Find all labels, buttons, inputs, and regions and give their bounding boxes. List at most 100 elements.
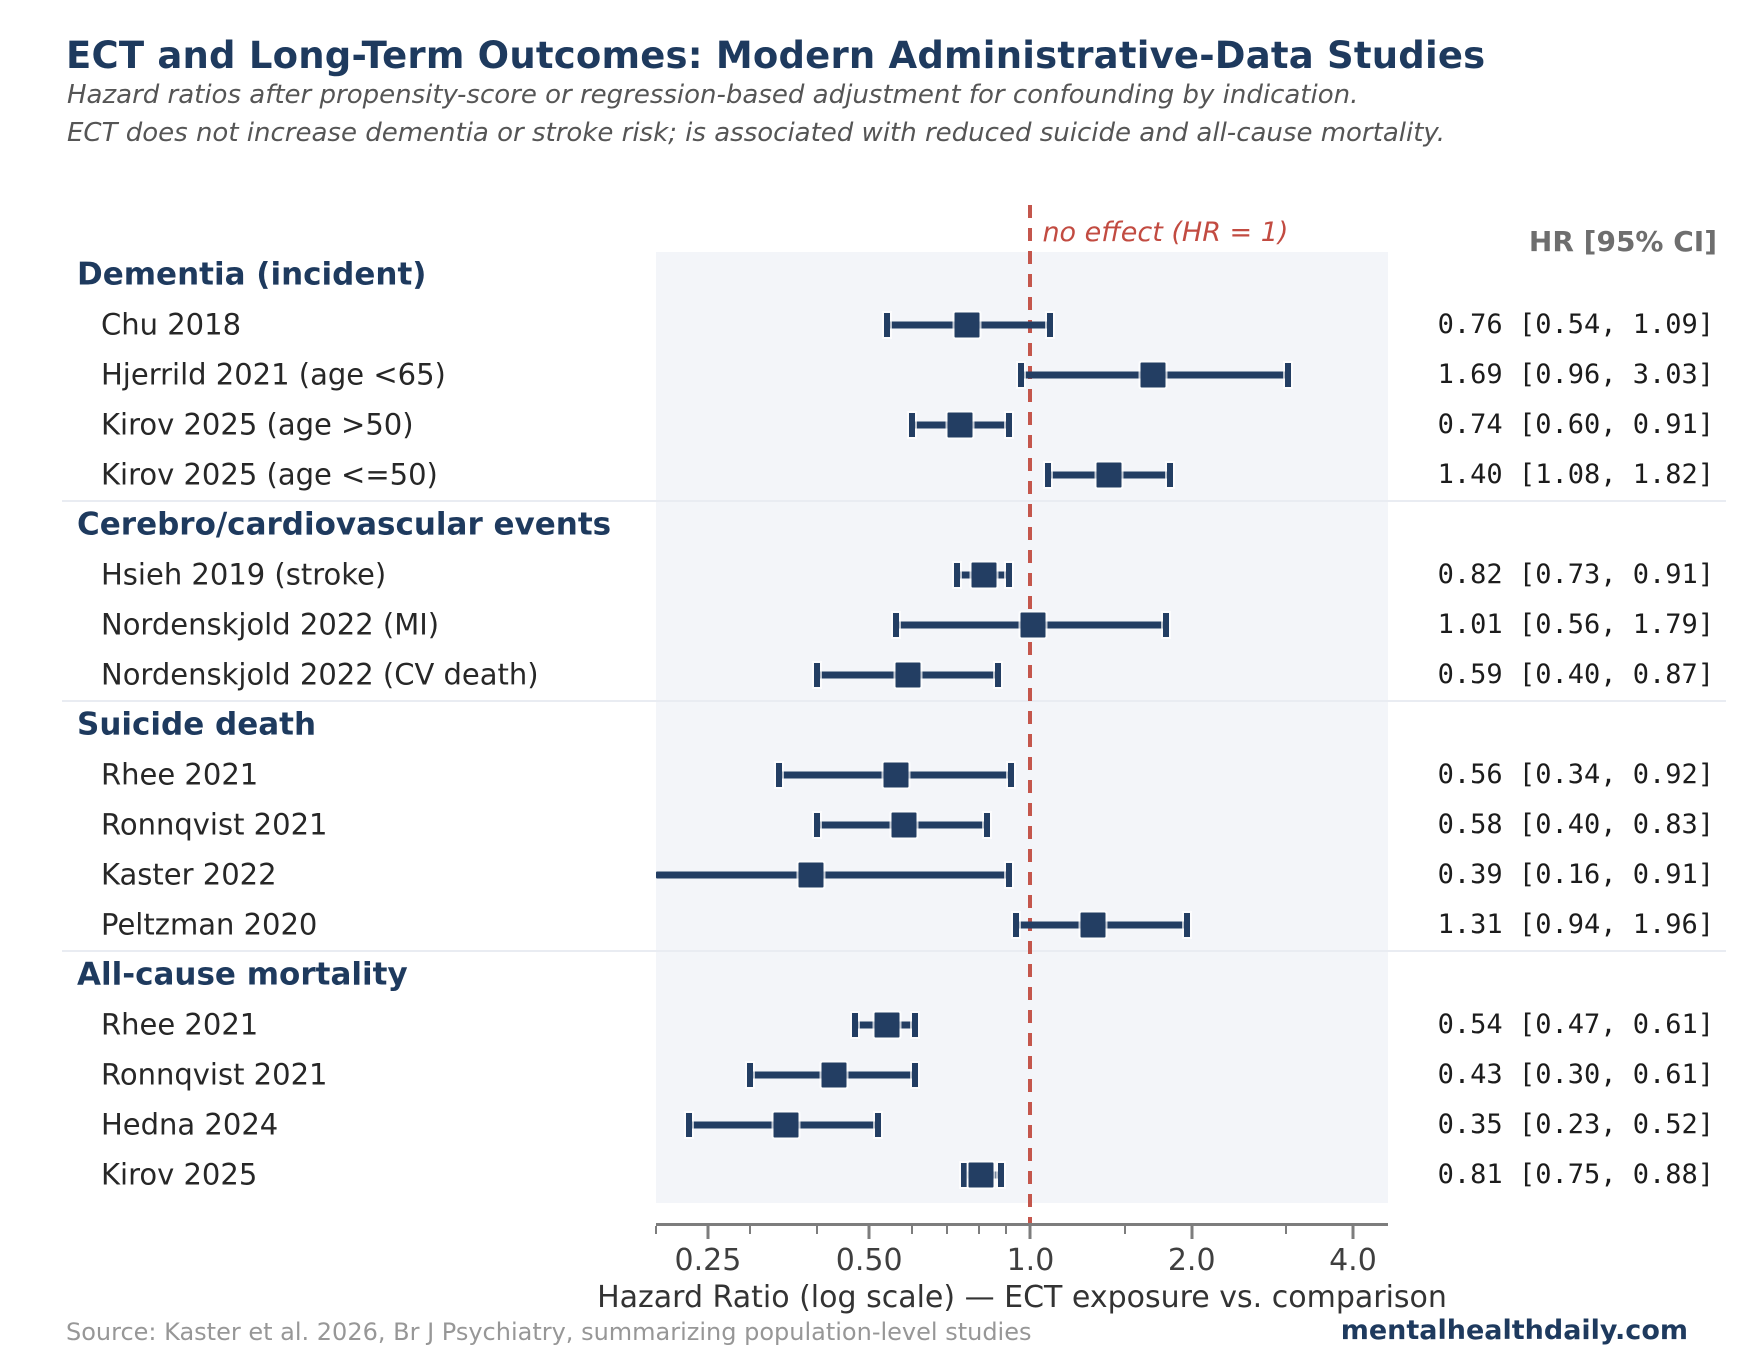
x-axis-tick-label: 0.25 — [674, 1243, 742, 1278]
ci-lower-cap — [1017, 363, 1024, 387]
ci-upper-cap — [1162, 613, 1169, 637]
hr-point-marker — [1140, 362, 1166, 388]
hr-point-marker — [947, 412, 973, 438]
hr-point-marker — [874, 1012, 900, 1038]
hr-ci-value: 0.39 [0.16, 0.91] — [1437, 858, 1714, 890]
hr-point-marker — [883, 762, 909, 788]
x-axis-tick-label: 0.50 — [835, 1243, 903, 1278]
x-axis-major-tick — [706, 1226, 710, 1239]
figure-subtitle: Hazard ratios after propensity-score or … — [67, 80, 1359, 110]
x-axis-minor-tick — [655, 1226, 657, 1234]
hr-point-marker — [798, 862, 824, 888]
hr-ci-value: 0.43 [0.30, 0.61] — [1437, 1058, 1714, 1090]
group-header: All-cause mortality — [77, 956, 408, 993]
hr-ci-value: 1.01 [0.56, 1.79] — [1437, 608, 1714, 640]
x-axis-tick-label: 2.0 — [1167, 1243, 1216, 1278]
ci-upper-cap — [1166, 463, 1173, 487]
x-axis-minor-tick — [1004, 1226, 1007, 1234]
hr-point-marker — [773, 1112, 799, 1138]
hr-ci-value: 0.74 [0.60, 0.91] — [1437, 408, 1714, 440]
ci-lower-cap — [814, 813, 821, 837]
ci-upper-cap — [875, 1113, 882, 1137]
hr-point-marker — [1020, 612, 1046, 638]
group-separator — [62, 950, 1726, 952]
ci-lower-cap — [776, 763, 783, 787]
x-axis-line — [656, 1223, 1388, 1226]
study-label: Kirov 2025 (age >50) — [101, 407, 414, 442]
ci-upper-cap — [997, 1163, 1004, 1187]
study-label: Nordenskjold 2022 (CV death) — [101, 657, 539, 692]
ci-upper-cap — [912, 1063, 919, 1087]
hr-ci-value: 1.40 [1.08, 1.82] — [1437, 458, 1714, 490]
hr-point-marker — [821, 1062, 847, 1088]
figure-note: ECT does not increase dementia or stroke… — [67, 118, 1446, 148]
ci-upper-cap — [1008, 763, 1015, 787]
study-label: Kaster 2022 — [101, 857, 277, 892]
ci-lower-cap — [814, 663, 821, 687]
hr-ci-value: 0.76 [0.54, 1.09] — [1437, 308, 1714, 340]
ci-upper-cap — [984, 813, 991, 837]
hr-point-marker — [954, 312, 980, 338]
hr-ci-value: 0.58 [0.40, 0.83] — [1437, 808, 1714, 840]
hr-point-marker — [971, 562, 997, 588]
study-label: Ronnqvist 2021 — [101, 807, 328, 842]
hr-ci-value: 0.56 [0.34, 0.92] — [1437, 758, 1714, 790]
hr-ci-value: 0.54 [0.47, 0.61] — [1437, 1008, 1714, 1040]
study-label: Rhee 2021 — [101, 1007, 259, 1042]
group-separator — [62, 700, 1726, 702]
hr-ci-column-header: HR [95% CI] — [1528, 225, 1717, 258]
ci-upper-cap — [1285, 363, 1292, 387]
figure-title: ECT and Long-Term Outcomes: Modern Admin… — [66, 34, 1486, 77]
x-axis-tick-label: 4.0 — [1329, 1243, 1377, 1278]
study-label: Hedna 2024 — [101, 1107, 279, 1142]
x-axis-major-tick — [1190, 1226, 1194, 1239]
ci-upper-cap — [1005, 413, 1012, 437]
ci-upper-cap — [1005, 863, 1012, 887]
x-axis-label: Hazard Ratio (log scale) — ECT exposure … — [597, 1280, 1447, 1315]
ci-lower-cap — [851, 1013, 858, 1037]
study-label: Rhee 2021 — [101, 757, 259, 792]
x-axis-major-tick — [867, 1226, 871, 1239]
ci-lower-cap — [954, 563, 961, 587]
hr-point-marker — [891, 812, 917, 838]
hr-ci-value: 1.69 [0.96, 3.03] — [1437, 358, 1714, 390]
group-header: Cerebro/cardiovascular events — [77, 506, 612, 543]
ci-lower-cap — [1045, 463, 1052, 487]
x-axis-tick-label: 1.0 — [1006, 1243, 1055, 1278]
ci-upper-cap — [1184, 913, 1190, 937]
x-axis-major-tick — [1351, 1226, 1355, 1239]
study-label: Ronnqvist 2021 — [101, 1057, 328, 1092]
group-header: Suicide death — [77, 706, 317, 743]
x-axis-minor-tick — [1123, 1226, 1126, 1234]
study-label: Hjerrild 2021 (age <65) — [101, 357, 446, 392]
study-label: Nordenskjold 2022 (MI) — [101, 607, 440, 642]
ci-lower-cap — [1013, 913, 1020, 937]
group-header: Dementia (incident) — [77, 256, 427, 293]
hr-point-marker — [895, 662, 921, 688]
x-axis-minor-tick — [946, 1226, 949, 1234]
x-axis-minor-tick — [749, 1226, 752, 1234]
hr-point-marker — [968, 1162, 994, 1188]
x-axis-major-tick — [1028, 1226, 1032, 1239]
x-axis-minor-tick — [816, 1226, 819, 1234]
ci-upper-cap — [1005, 563, 1012, 587]
ci-upper-cap — [1047, 313, 1054, 337]
ci-lower-cap — [908, 413, 915, 437]
x-axis-minor-tick — [977, 1226, 980, 1234]
x-axis-minor-tick — [910, 1226, 913, 1234]
ci-upper-cap — [912, 1013, 919, 1037]
hr-point-marker — [1096, 462, 1122, 488]
plot-area — [656, 252, 1388, 1203]
hr-ci-value: 0.59 [0.40, 0.87] — [1437, 658, 1714, 690]
hr-ci-value: 0.81 [0.75, 0.88] — [1437, 1158, 1714, 1190]
study-label: Peltzman 2020 — [101, 907, 318, 942]
source-note: Source: Kaster et al. 2026, Br J Psychia… — [66, 1318, 1032, 1346]
study-label: Hsieh 2019 (stroke) — [101, 557, 387, 592]
ci-upper-cap — [995, 663, 1002, 687]
x-axis-minor-tick — [1285, 1226, 1288, 1234]
no-effect-reference-line — [1028, 205, 1033, 1223]
ci-lower-cap — [884, 313, 891, 337]
ci-lower-cap — [892, 613, 899, 637]
ci-lower-cap — [685, 1113, 692, 1137]
